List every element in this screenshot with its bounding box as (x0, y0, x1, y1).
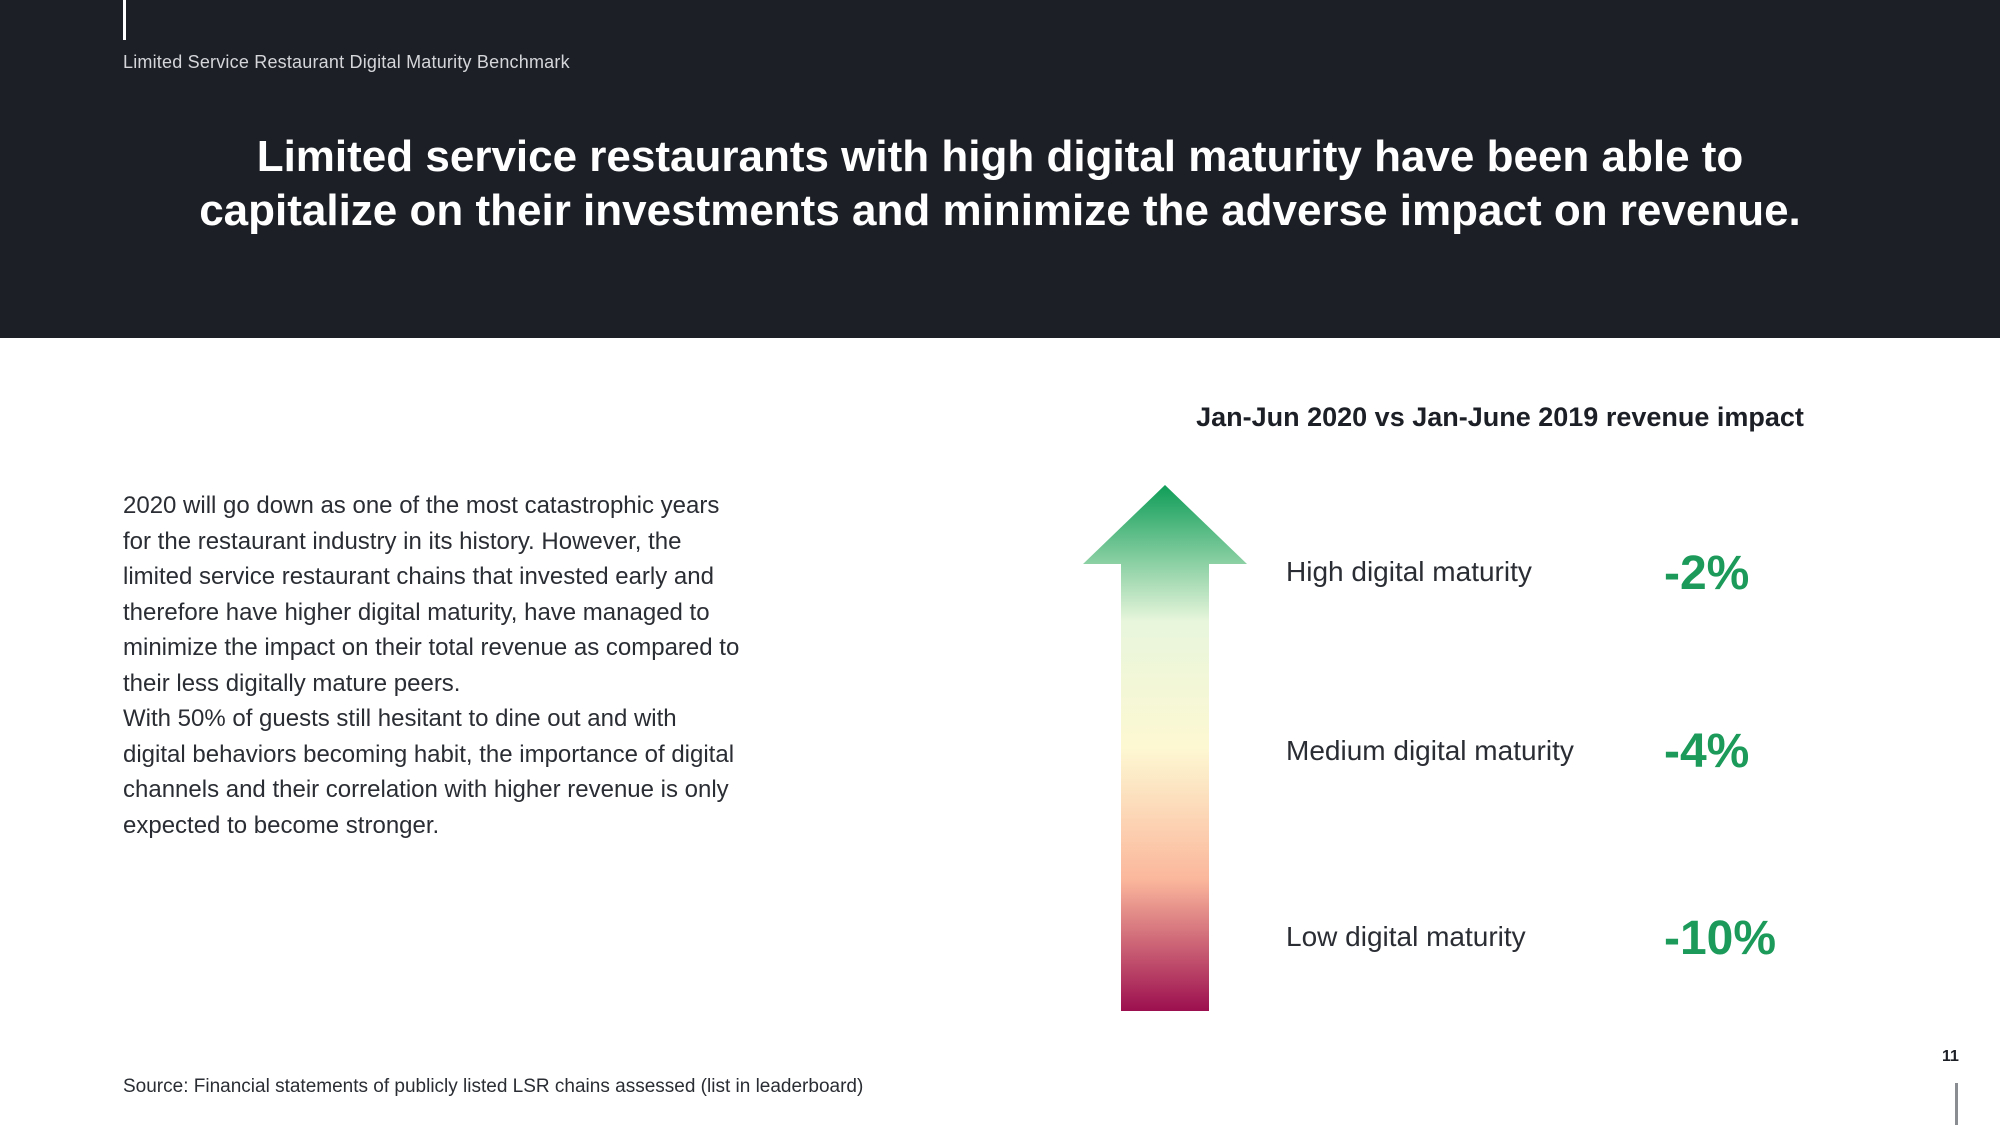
row-value-low: -10% (1664, 912, 1777, 965)
chart-title: Jan-Jun 2020 vs Jan-June 2019 revenue im… (1196, 402, 1804, 432)
body-paragraph-1: 2020 will go down as one of the most cat… (123, 492, 740, 697)
document-label: Limited Service Restaurant Digital Matur… (123, 52, 570, 72)
row-value-medium: -4% (1664, 725, 1750, 778)
arrow-shape (1083, 485, 1247, 1011)
headline-line-2: capitalize on their investments and mini… (199, 186, 1801, 235)
row-value-high: -2% (1664, 547, 1750, 600)
footer-accent-rule (1955, 1083, 1958, 1125)
row-label-low: Low digital maturity (1286, 921, 1526, 952)
source-note: Source: Financial statements of publicly… (123, 1076, 864, 1097)
body-paragraph-2: With 50% of guests still hesitant to din… (123, 705, 735, 839)
row-label-medium: Medium digital maturity (1286, 735, 1574, 766)
maturity-gradient-arrow-icon (1083, 485, 1247, 1011)
headline: Limited service restaurants with high di… (0, 130, 2000, 238)
header-banner: Limited Service Restaurant Digital Matur… (0, 0, 2000, 338)
row-label-high: High digital maturity (1286, 556, 1532, 587)
headline-line-1: Limited service restaurants with high di… (256, 132, 1744, 181)
page-number: 11 (1942, 1048, 1959, 1065)
body-text: 2020 will go down as one of the most cat… (123, 488, 743, 843)
header-accent-rule (123, 0, 126, 40)
